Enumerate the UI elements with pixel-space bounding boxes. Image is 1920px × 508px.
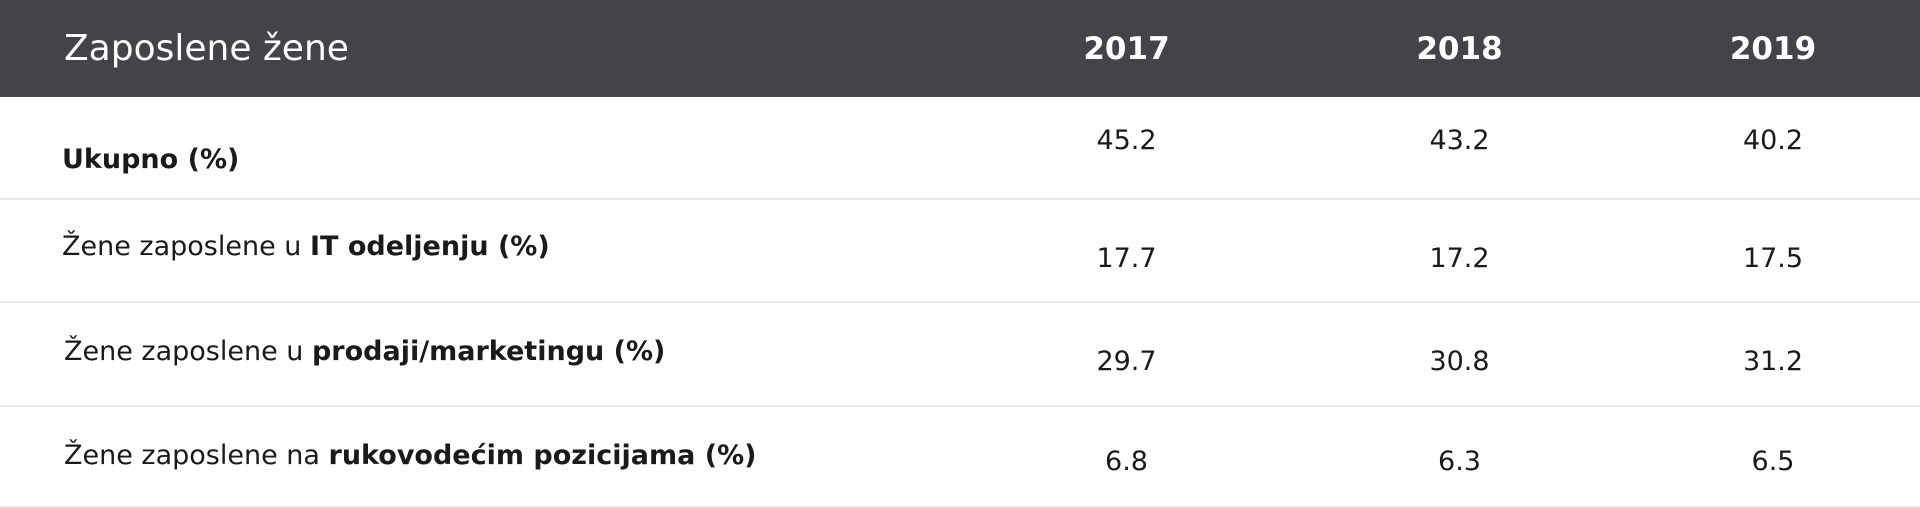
cell-2019: 17.5 <box>1742 243 1804 274</box>
table-header: Zaposlene žene 2017 2018 2019 <box>0 0 1920 97</box>
cell-2018: 17.2 <box>1429 243 1490 274</box>
row-label-bold: IT odeljenju (%) <box>309 231 550 262</box>
row-label-plain: Žene zaposlene u <box>62 231 310 262</box>
column-header-2018: 2018 <box>1416 30 1503 67</box>
row-label: Žene zaposlene u IT odeljenju (%) <box>0 231 960 270</box>
row-label-bold: rukovodećim pozicijama (%) <box>328 440 757 471</box>
cell-2017: 6.8 <box>1105 446 1148 477</box>
cell-2018: 30.8 <box>1429 345 1490 377</box>
row-label: Ukupno (%) <box>0 120 960 175</box>
table-title: Zaposlene žene <box>64 28 349 69</box>
row-label-bold: prodaji/marketingu (%) <box>311 335 666 367</box>
table-row: Žene zaposlene u IT odeljenju (%) 17.7 1… <box>0 200 1920 303</box>
cell-2018: 43.2 <box>1429 125 1490 156</box>
cell-2017: 29.7 <box>1096 345 1157 377</box>
table-row: Žene zaposlene na rukovodećim pozicijama… <box>0 407 1920 508</box>
table-row: Žene zaposlene u prodaji/marketingu (%) … <box>0 303 1920 407</box>
cell-2019: 31.2 <box>1742 345 1804 377</box>
row-label-plain: Žene zaposlene na <box>64 440 329 471</box>
column-header-2019: 2019 <box>1729 30 1817 67</box>
column-header-2017: 2017 <box>1083 30 1170 67</box>
cell-2017: 17.7 <box>1096 243 1157 274</box>
table-row: Ukupno (%) 45.2 43.2 40.2 <box>0 97 1920 200</box>
cell-2018: 6.3 <box>1438 446 1481 477</box>
row-label: Žene zaposlene na rukovodećim pozicijama… <box>0 440 960 473</box>
cell-2017: 45.2 <box>1096 125 1157 156</box>
cell-2019: 40.2 <box>1742 125 1804 156</box>
row-label-bold: Ukupno (%) <box>62 144 240 175</box>
cell-2019: 6.5 <box>1751 446 1795 477</box>
row-label: Žene zaposlene u prodaji/marketingu (%) <box>0 336 960 373</box>
row-label-plain: Žene zaposlene u <box>64 335 312 367</box>
